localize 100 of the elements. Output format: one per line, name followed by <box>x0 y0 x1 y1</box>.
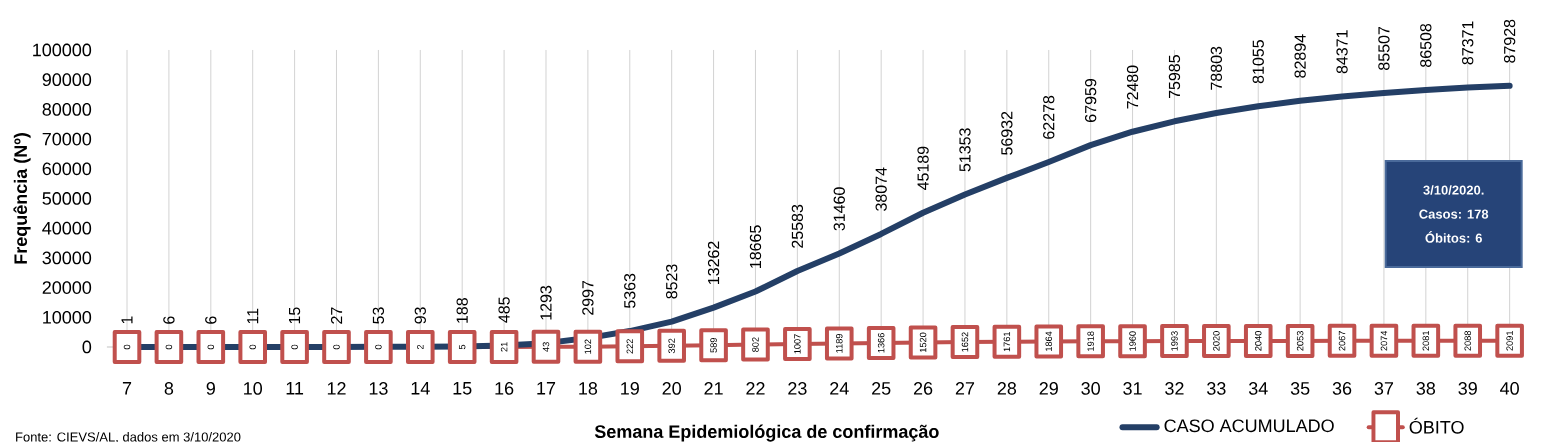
annotation: Casos: 178 <box>1419 209 1489 219</box>
data-label: 38074 <box>875 167 887 211</box>
data-label: 2 <box>417 344 424 350</box>
data-label: 1864 <box>1045 331 1053 351</box>
data-label: 18665 <box>749 225 762 268</box>
y-tick-label: 10000 <box>43 310 92 324</box>
y-tick-label: 100000 <box>33 43 92 57</box>
data-label: 0 <box>123 344 131 350</box>
x-tick-label: 37 <box>1374 382 1394 395</box>
data-label: 78803 <box>1210 46 1223 90</box>
data-label: 8523 <box>666 264 678 299</box>
data-label: 27 <box>330 307 343 324</box>
data-label: 1918 <box>1087 331 1094 351</box>
data-label: 5 <box>458 344 466 350</box>
x-tick-label: 30 <box>1081 382 1100 395</box>
x-tick-label: 33 <box>1207 382 1226 395</box>
data-label: 1993 <box>1171 331 1178 351</box>
x-tick-label: 20 <box>662 382 681 395</box>
annotation: Óbitos: 6 <box>1425 231 1482 243</box>
data-label: 5363 <box>624 273 636 309</box>
data-label: 82894 <box>1294 34 1306 78</box>
data-label: 1 <box>121 316 133 324</box>
legend-label: ÓBITO <box>1409 417 1464 434</box>
data-label: 2020 <box>1213 331 1220 351</box>
data-label: 56932 <box>1001 111 1013 155</box>
data-label: 2088 <box>1464 330 1471 351</box>
data-label: 222 <box>626 339 633 354</box>
data-label: 45189 <box>917 146 929 190</box>
data-label: 75985 <box>1168 55 1181 99</box>
data-label: 0 <box>291 344 298 350</box>
data-label: 21 <box>500 342 508 352</box>
x-tick-label: 19 <box>621 382 639 395</box>
data-label: 67959 <box>1084 79 1097 122</box>
x-tick-label: 31 <box>1123 382 1142 395</box>
data-label: 31460 <box>833 187 845 231</box>
data-label: 1960 <box>1129 331 1136 351</box>
data-label: 2053 <box>1296 331 1304 351</box>
y-axis-title: Frequência (Nº) <box>13 133 31 264</box>
data-label: 43 <box>542 342 550 352</box>
y-tick-label: 30000 <box>42 251 92 265</box>
data-label: 6 <box>205 316 217 324</box>
data-label: 1189 <box>836 334 843 353</box>
annotation: 3/10/2020. <box>1423 185 1484 195</box>
x-tick-label: 11 <box>286 382 304 395</box>
data-label: 13262 <box>707 241 720 284</box>
data-label: 93 <box>414 307 426 324</box>
data-label: 2091 <box>1506 330 1513 351</box>
x-tick-label: 23 <box>788 382 807 395</box>
data-label: 51353 <box>959 128 971 172</box>
data-label: 0 <box>375 344 382 350</box>
y-tick-label: 50000 <box>42 192 92 205</box>
data-label: 0 <box>207 344 215 350</box>
x-tick-label: 13 <box>369 382 388 395</box>
data-label: 53 <box>372 307 385 324</box>
x-tick-label: 29 <box>1039 382 1058 395</box>
data-label: 485 <box>498 297 510 323</box>
data-label: 1761 <box>1003 331 1011 352</box>
data-label: 72480 <box>1126 65 1139 109</box>
x-tick-label: 38 <box>1416 382 1436 395</box>
x-tick-label: 26 <box>913 382 933 395</box>
x-tick-label: 21 <box>704 382 723 395</box>
data-label: 2040 <box>1254 331 1262 351</box>
data-label: 589 <box>710 338 717 353</box>
x-tick-label: 10 <box>244 382 263 395</box>
y-tick-label: 90000 <box>42 73 92 87</box>
data-label: 0 <box>165 344 173 350</box>
data-label: 15 <box>289 307 301 324</box>
x-tick-label: 12 <box>327 382 346 395</box>
x-tick-label: 36 <box>1332 382 1352 395</box>
data-label: 1007 <box>794 334 801 354</box>
data-label: 6 <box>163 316 175 324</box>
x-tick-label: 39 <box>1458 382 1477 395</box>
x-tick-label: 34 <box>1248 382 1268 395</box>
x-tick-label: 24 <box>830 382 849 395</box>
data-label: 25583 <box>791 204 804 248</box>
y-tick-label: 40000 <box>42 221 92 235</box>
data-label: 0 <box>249 344 256 350</box>
y-tick-label: 70000 <box>42 132 92 146</box>
x-tick-label: 27 <box>955 382 975 395</box>
data-label: 1293 <box>540 285 552 320</box>
data-label: 11 <box>247 308 259 324</box>
x-tick-label: 16 <box>495 382 514 395</box>
y-tick-label: 0 <box>82 340 92 354</box>
data-label: 81055 <box>1252 40 1264 84</box>
x-tick-label: 17 <box>537 382 556 395</box>
data-label: 802 <box>752 337 759 352</box>
x-tick-label: 32 <box>1165 382 1184 395</box>
y-tick-label: 20000 <box>42 281 92 294</box>
data-label: 2997 <box>582 280 594 315</box>
legend-label: CASO ACUMULADO <box>1164 419 1334 433</box>
x-tick-label: 14 <box>411 382 430 395</box>
data-label: 1652 <box>961 332 969 352</box>
data-label: 2067 <box>1338 331 1346 351</box>
data-label: 85507 <box>1378 26 1390 70</box>
x-tick-label: 40 <box>1500 382 1519 395</box>
data-label: 1366 <box>877 333 885 353</box>
data-label: 86508 <box>1420 23 1432 67</box>
data-label: 87371 <box>1462 21 1474 65</box>
x-tick-label: 8 <box>164 382 174 395</box>
x-tick-label: 15 <box>453 382 472 395</box>
